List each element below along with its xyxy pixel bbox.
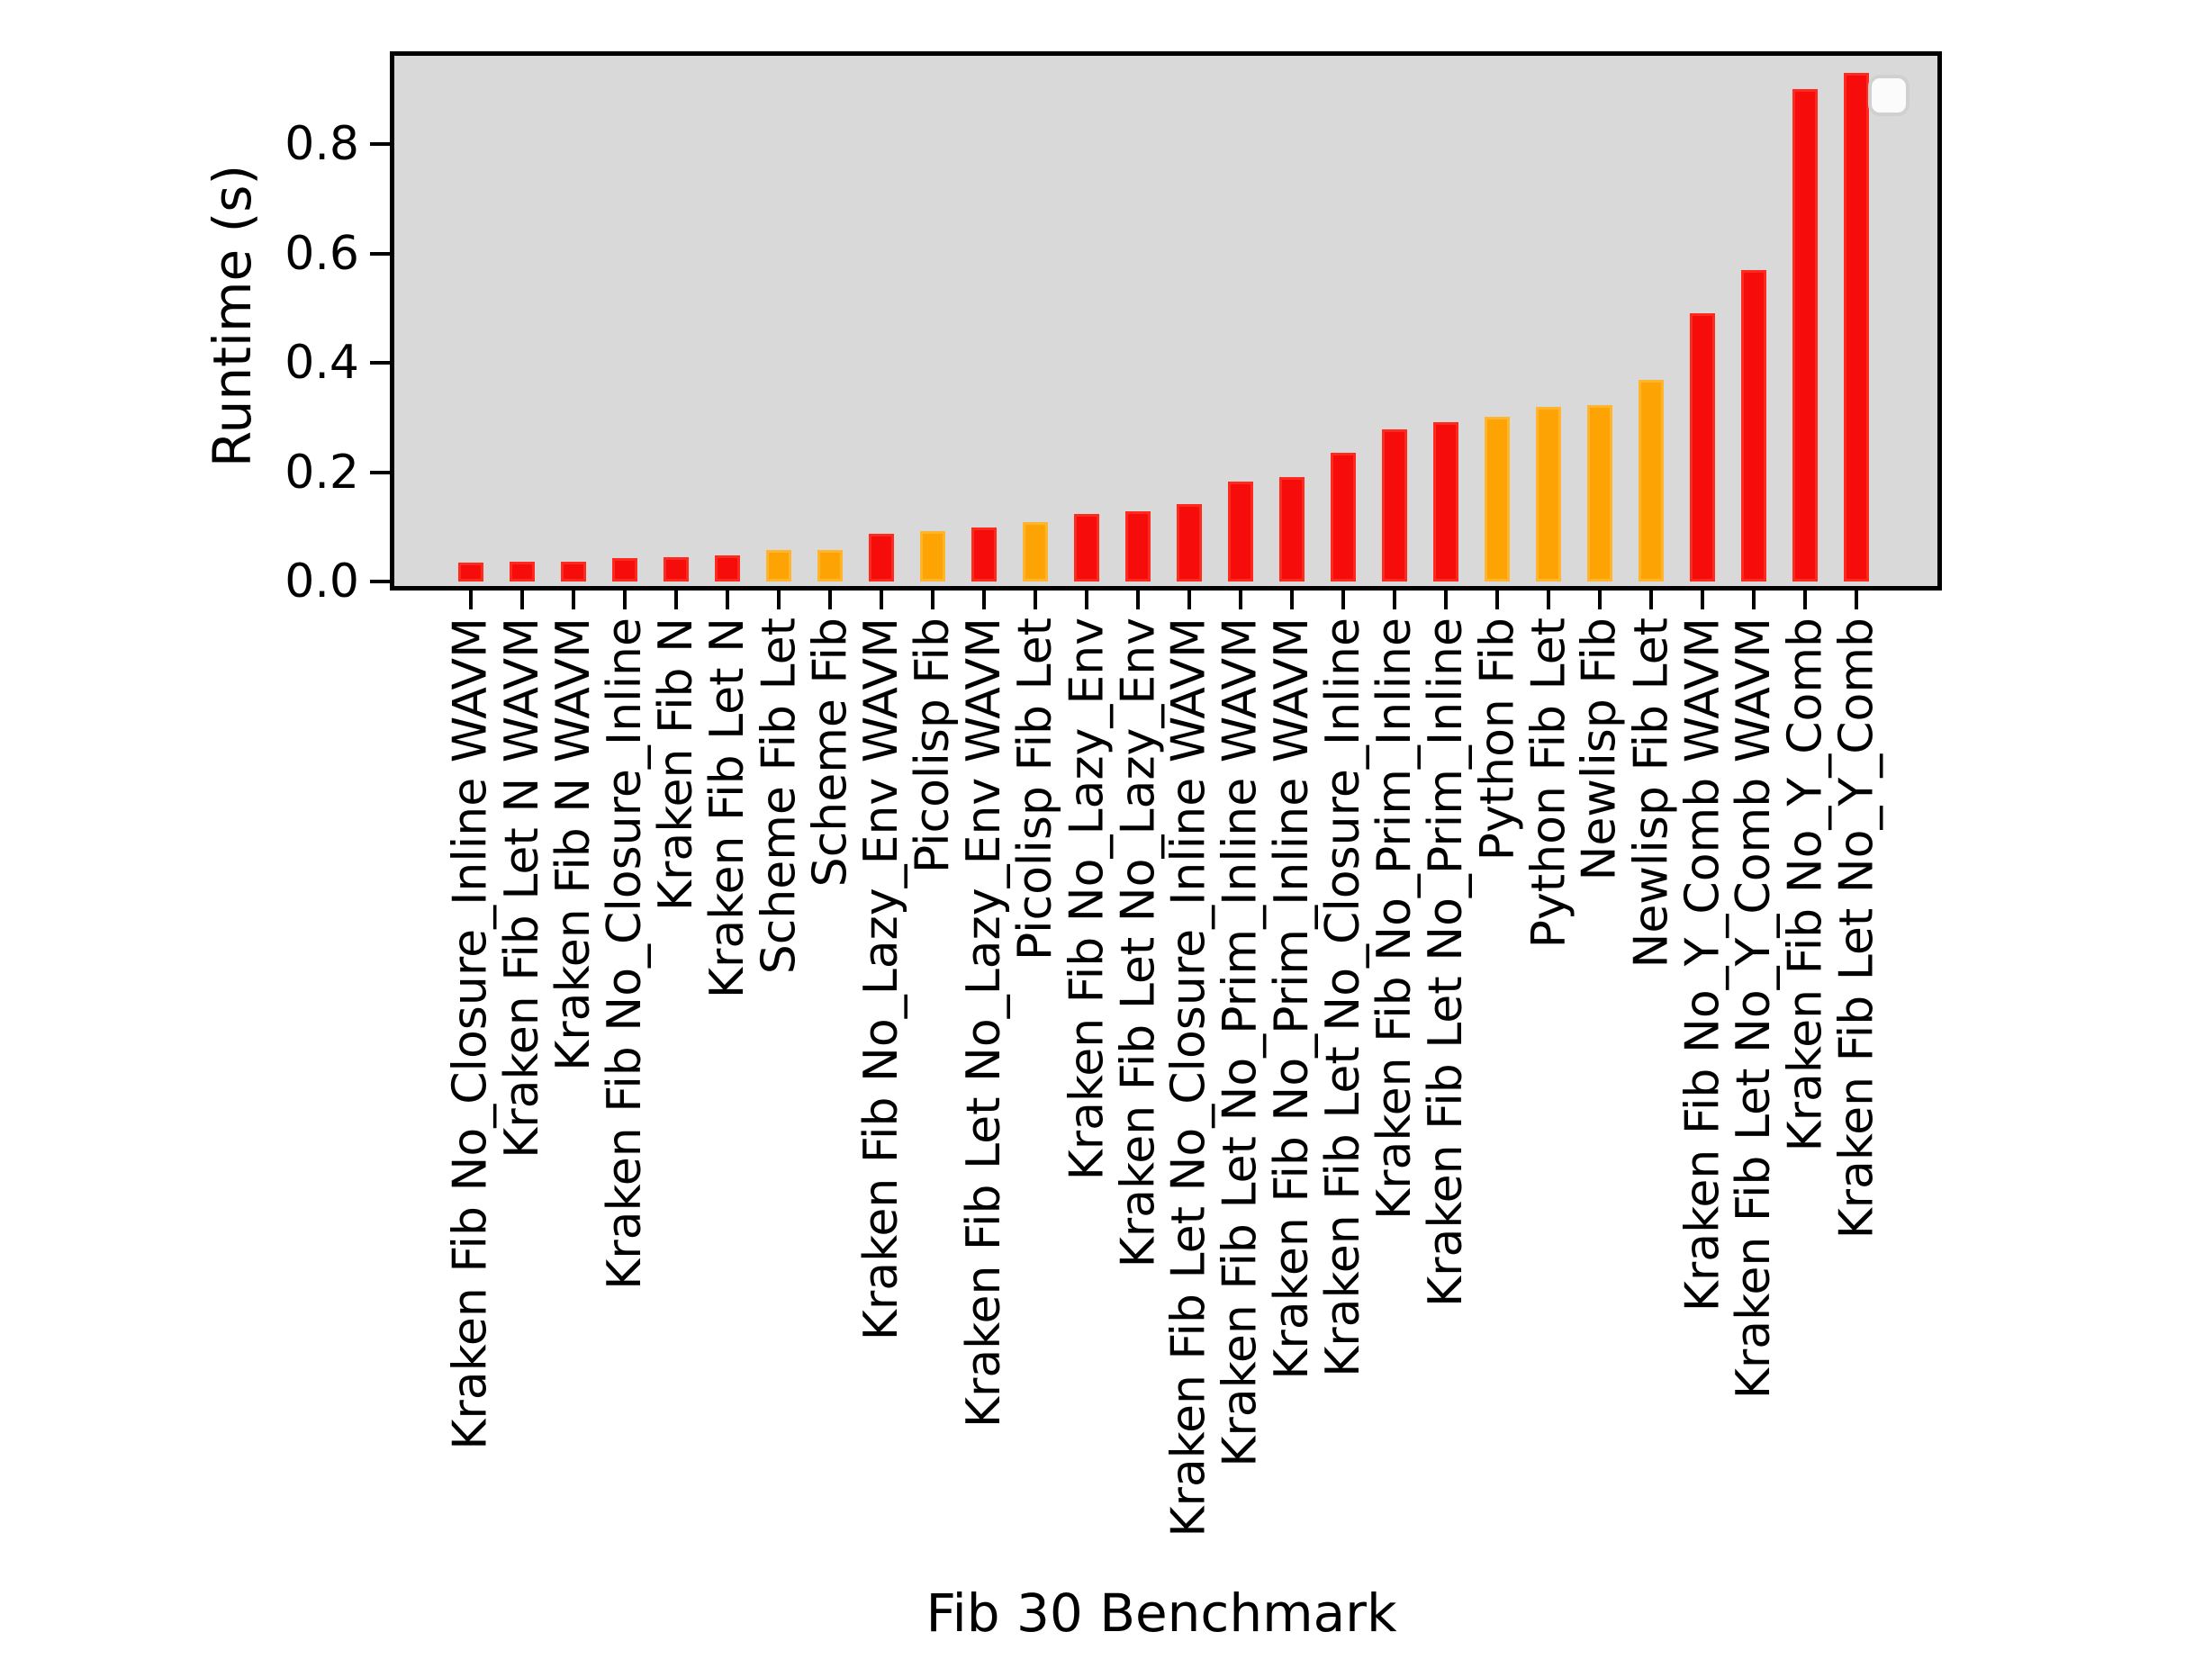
x-tick-label: Kraken Fib No_Closure_Inline: [598, 618, 652, 1290]
bar: [1023, 522, 1048, 582]
x-tick: [828, 586, 832, 609]
x-tick: [726, 586, 729, 609]
y-tick-label: 0.6: [284, 226, 359, 281]
bar: [1485, 417, 1510, 582]
bar: [1792, 89, 1818, 582]
x-tick-label: Kraken Fib No_Lazy_Env WAVM: [854, 618, 908, 1341]
y-tick-label: 0.8: [284, 117, 359, 171]
x-tick-label: Picolisp Fib: [906, 618, 960, 874]
x-tick-label: Python Fib: [1470, 618, 1524, 861]
bar: [1331, 453, 1356, 582]
x-tick: [1136, 586, 1140, 609]
x-tick: [572, 586, 575, 609]
bar: [664, 557, 689, 582]
bar: [510, 562, 535, 582]
x-tick-label: Python Fib Let: [1521, 618, 1575, 949]
x-tick: [469, 586, 473, 609]
x-tick-label: Scheme Fib Let: [752, 618, 806, 975]
x-tick: [1187, 586, 1191, 609]
bar: [1536, 407, 1561, 582]
bar: [1074, 514, 1099, 582]
y-tick-label: 0.2: [284, 445, 359, 500]
x-tick-label: Kraken Fib Let No_Prim_Inline: [1419, 618, 1473, 1307]
bar: [1587, 405, 1612, 582]
x-tick-label: Kraken Fib Let No_Prim_Inline WAVM: [1214, 618, 1268, 1467]
x-tick-label: Kraken Fib Let N WAVM: [495, 618, 549, 1159]
x-tick-label: Kraken Fib No_Y_Comb: [1778, 618, 1832, 1152]
x-tick-label: Kraken Fib Let No_Closure_Inline: [1316, 618, 1370, 1377]
x-tick: [931, 586, 934, 609]
y-tick: [370, 251, 390, 256]
x-tick-label: Kraken Fib N: [649, 618, 703, 912]
bar: [1228, 482, 1253, 582]
x-tick: [1547, 586, 1550, 609]
x-tick: [623, 586, 627, 609]
bar: [1125, 511, 1151, 582]
x-tick: [1649, 586, 1653, 609]
bar: [1690, 313, 1715, 582]
plot-area: [390, 51, 1942, 591]
x-tick-label: Newlisp Fib Let: [1624, 618, 1678, 969]
x-tick-label: Kraken Fib Let No_Lazy_Env WAVM: [957, 618, 1011, 1429]
x-tick: [1855, 586, 1858, 609]
x-tick-label: Scheme Fib: [803, 618, 857, 888]
y-tick-label: 0.0: [284, 555, 359, 609]
x-tick: [1444, 586, 1448, 609]
bar: [869, 534, 894, 582]
bar: [715, 555, 740, 582]
y-tick: [370, 361, 390, 365]
x-tick-label: Kraken Fib No_Prim_Inline WAVM: [1265, 618, 1319, 1380]
y-tick-label: 0.4: [284, 336, 359, 390]
x-tick-label: Kraken Fib No_Y_Comb WAVM: [1675, 618, 1729, 1312]
x-tick: [1341, 586, 1345, 609]
x-tick: [880, 586, 883, 609]
bar: [920, 531, 945, 582]
x-tick-label: Kraken Fib No_Prim_Inline: [1368, 618, 1422, 1220]
y-tick: [370, 580, 390, 583]
bar: [1433, 422, 1458, 582]
x-tick: [1598, 586, 1602, 609]
x-tick: [674, 586, 678, 609]
bar: [1279, 477, 1305, 582]
x-tick-label: Kraken Fib Let No_Closure_Inline WAVM: [1162, 618, 1216, 1537]
bar: [1844, 73, 1869, 582]
x-axis-label: Fib 30 Benchmark: [925, 1582, 1397, 1644]
bar: [458, 563, 483, 582]
x-tick-label: Kraken Fib N WAVM: [546, 618, 600, 1071]
y-axis-label: Runtime (s): [202, 164, 263, 468]
x-tick-label: Newlisp Fib: [1573, 618, 1627, 881]
bar: [561, 562, 586, 582]
x-tick-label: Kraken Fib Let No_Y_Comb WAVM: [1727, 618, 1781, 1400]
bar: [766, 550, 791, 582]
bar: [1177, 504, 1202, 582]
x-tick-label: Kraken Fib No_Lazy_Env: [1060, 618, 1114, 1181]
x-tick: [1803, 586, 1807, 609]
bar: [1382, 429, 1407, 582]
bar: [1741, 270, 1766, 582]
x-tick: [1290, 586, 1294, 609]
x-tick: [1701, 586, 1704, 609]
bar: [1639, 380, 1664, 582]
x-tick-label: Kraken Fib Let No_Lazy_Env: [1111, 618, 1165, 1268]
x-tick: [1752, 586, 1756, 609]
x-tick: [1495, 586, 1499, 609]
x-tick: [1393, 586, 1396, 609]
legend-box: [1868, 75, 1910, 116]
x-tick: [1239, 586, 1242, 609]
x-tick: [777, 586, 781, 609]
x-tick-label: Kraken Fib Let No_Y_Comb: [1829, 618, 1883, 1240]
x-tick: [520, 586, 524, 609]
x-tick: [1085, 586, 1088, 609]
y-tick: [370, 142, 390, 146]
bar: [817, 550, 843, 582]
x-tick-label: Picolisp Fib Let: [1008, 618, 1062, 961]
x-tick: [1034, 586, 1037, 609]
x-tick-label: Kraken Fib No_Closure_Inline WAVM: [444, 618, 498, 1450]
bar: [971, 527, 997, 582]
y-tick: [370, 470, 390, 474]
bar: [612, 558, 637, 582]
x-tick: [982, 586, 986, 609]
x-tick-label: Kraken Fib Let N: [700, 618, 754, 999]
